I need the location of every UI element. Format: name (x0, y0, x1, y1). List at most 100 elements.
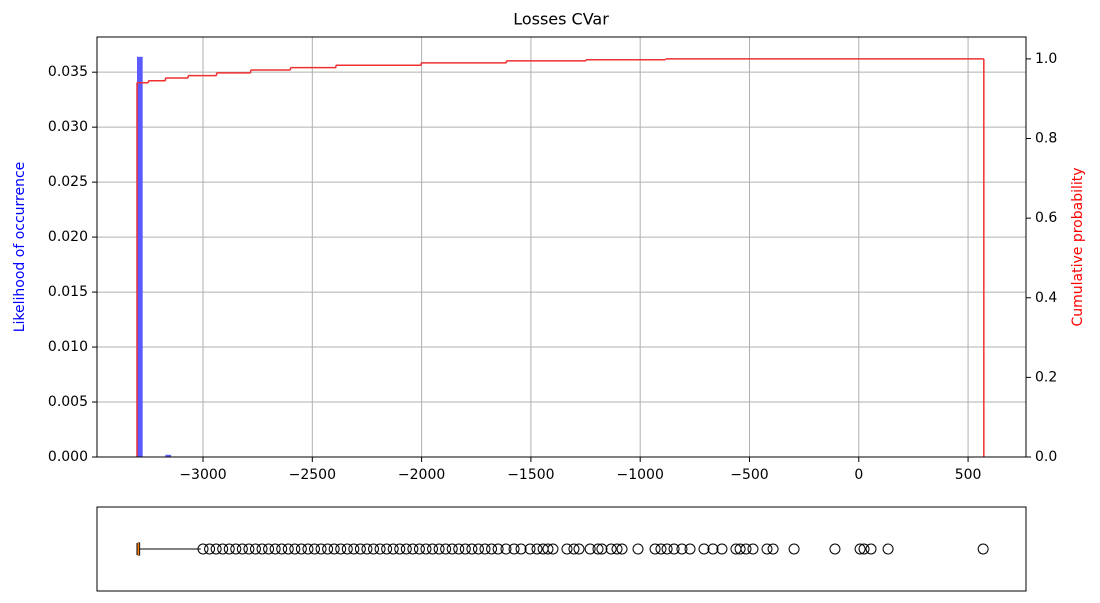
histogram-bar (165, 454, 172, 457)
outlier (767, 543, 779, 555)
x-tick-label: −2000 (398, 467, 445, 483)
outlier (354, 543, 366, 555)
outlier (400, 543, 412, 555)
outlier (632, 543, 644, 555)
outlier (561, 543, 573, 555)
outlier (829, 543, 841, 555)
outlier (387, 543, 399, 555)
outlier (256, 543, 268, 555)
y-tick-label: 0.020 (48, 229, 88, 245)
x-tick-label: −1500 (507, 467, 554, 483)
y-axis-label: Likelihood of occurrence (12, 162, 28, 333)
outlier (584, 543, 596, 555)
outlier (263, 543, 275, 555)
outlier (508, 543, 520, 555)
outlier (515, 543, 527, 555)
outlier (684, 543, 696, 555)
outlier (611, 543, 623, 555)
outlier (524, 543, 536, 555)
outlier (698, 543, 710, 555)
y-tick-label: 0.000 (48, 449, 88, 465)
outlier (374, 543, 386, 555)
y-tick-label: 0.005 (48, 394, 88, 410)
outlier (661, 543, 673, 555)
outlier (858, 543, 870, 555)
outlier (596, 543, 608, 555)
outlier (492, 543, 504, 555)
x-tick-label: −3000 (179, 467, 226, 483)
outlier (289, 543, 301, 555)
outlier (882, 543, 894, 555)
y2-tick-label: 0.4 (1035, 290, 1057, 306)
outlier (335, 543, 347, 555)
outlier (295, 543, 307, 555)
outlier (707, 543, 719, 555)
outlier (282, 543, 294, 555)
outlier (542, 543, 554, 555)
x-tick-label: 0 (854, 467, 863, 483)
outlier (740, 543, 752, 555)
y2-tick-label: 0.6 (1035, 210, 1057, 226)
outlier (328, 543, 340, 555)
outlier (472, 543, 484, 555)
outlier (322, 543, 334, 555)
histogram-bar (137, 56, 143, 457)
outlier (761, 543, 773, 555)
outlier (276, 543, 288, 555)
outlier (453, 543, 465, 555)
outlier (210, 543, 222, 555)
outlier (734, 543, 746, 555)
outlier (440, 543, 452, 555)
outlier (217, 543, 229, 555)
x-tick-label: −2500 (289, 467, 336, 483)
y-tick-label: 0.015 (48, 284, 88, 300)
x-tick-label: 500 (955, 467, 982, 483)
y2-tick-label: 0.2 (1035, 369, 1057, 385)
outlier (204, 543, 216, 555)
outlier (466, 543, 478, 555)
outlier (865, 543, 877, 555)
chart-title: Losses CVar (513, 10, 609, 29)
y2-tick-label: 0.0 (1035, 449, 1057, 465)
outlier (788, 543, 800, 555)
outlier (230, 543, 242, 555)
outlier (479, 543, 491, 555)
outlier (197, 543, 209, 555)
outlier (592, 543, 604, 555)
outlier (854, 543, 866, 555)
outlier (977, 543, 989, 555)
outlier (531, 543, 543, 555)
y-tick-label: 0.010 (48, 339, 88, 355)
outlier (269, 543, 281, 555)
outlier (394, 543, 406, 555)
outlier (616, 543, 628, 555)
outlier (427, 543, 439, 555)
outlier (486, 543, 498, 555)
outlier (249, 543, 261, 555)
y-tick-label: 0.035 (48, 64, 88, 80)
outlier (243, 543, 255, 555)
outlier (381, 543, 393, 555)
outlier (747, 543, 759, 555)
outlier (420, 543, 432, 555)
outlier (236, 543, 248, 555)
outlier (302, 543, 314, 555)
outlier (368, 543, 380, 555)
outlier (459, 543, 471, 555)
outlier (348, 543, 360, 555)
x-tick-label: −500 (730, 467, 768, 483)
outlier (315, 543, 327, 555)
outlier (668, 543, 680, 555)
outlier (500, 543, 512, 555)
outlier (676, 543, 688, 555)
outlier (568, 543, 580, 555)
y-tick-label: 0.030 (48, 119, 88, 135)
outlier (433, 543, 445, 555)
outlier (649, 543, 661, 555)
outlier (605, 543, 617, 555)
x-tick-label: −1000 (617, 467, 664, 483)
outlier (446, 543, 458, 555)
y2-axis-label: Cumulative probability (1070, 167, 1086, 326)
